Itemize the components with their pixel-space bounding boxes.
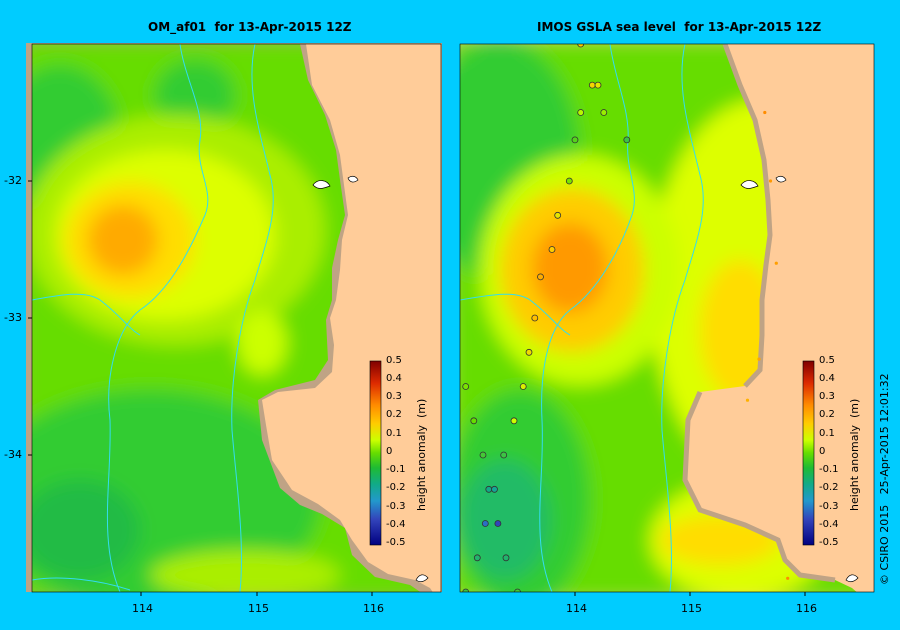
track-point (774, 261, 778, 265)
track-point (577, 109, 585, 116)
colorbar-tick-label: 0.2 (386, 409, 402, 420)
track-point (571, 136, 579, 144)
track-point (577, 44, 585, 48)
track-point (768, 179, 773, 183)
right-panel-title: IMOS GSLA sea level for 13-Apr-2015 12Z (537, 20, 822, 34)
colorbar-tick-label: 0.4 (819, 373, 835, 384)
track-point (470, 417, 478, 425)
right-x-tick-label: 116 (796, 602, 817, 615)
colorbar-tick-label: 0.5 (386, 355, 402, 366)
colorbar-tick-label: -0.4 (819, 519, 839, 530)
left-colorbar-label: height anomaly (m) (415, 398, 428, 511)
left-colorbar (369, 360, 382, 546)
track-point (491, 485, 498, 493)
track-point (494, 520, 502, 527)
left-map-panel (26, 43, 442, 593)
track-point (745, 398, 750, 402)
left-x-tick-label: 116 (363, 602, 384, 615)
colorbar-tick-label: -0.1 (819, 464, 839, 475)
track-point (519, 383, 527, 390)
colorbar-tick-label: -0.1 (386, 464, 406, 475)
left-panel-title: OM_af01 for 13-Apr-2015 12Z (148, 20, 352, 34)
right-colorbar (802, 360, 815, 546)
colorbar-tick-label: -0.2 (386, 482, 406, 493)
colorbar-tick-label: 0.1 (386, 428, 402, 439)
right-map-border (459, 43, 875, 593)
y-tick-label: -32 (4, 174, 22, 187)
credit-timestamp: © CSIRO 2015 25-Apr-2015 12:01:32 (878, 373, 891, 585)
track-point (481, 520, 489, 527)
track-point (462, 383, 470, 390)
track-point (565, 177, 573, 185)
track-point (500, 451, 508, 459)
colorbar-tick-label: 0.5 (819, 355, 835, 366)
colorbar-tick-label: -0.2 (819, 482, 839, 493)
right-shelf-coast (682, 44, 836, 583)
colorbar-tick-label: 0.3 (386, 391, 402, 402)
track-point (594, 81, 602, 89)
track-point (479, 451, 487, 459)
track-point (531, 314, 539, 322)
colorbar-tick-label: -0.3 (386, 501, 406, 512)
colorbar-tick-label: -0.5 (386, 537, 406, 548)
track-point (548, 246, 556, 253)
right-colorbar-label: height anomaly (m) (848, 398, 861, 511)
colorbar-tick-label: 0.4 (386, 373, 402, 384)
right-track-points (462, 44, 790, 592)
left-x-tick-label: 115 (248, 602, 269, 615)
colorbar-tick-label: 0 (819, 446, 826, 457)
track-point (786, 576, 790, 580)
track-point (525, 348, 533, 356)
colorbar-tick-label: 0.3 (819, 391, 835, 402)
track-point (537, 273, 544, 281)
left-rivers (32, 44, 274, 592)
y-tick-label: -34 (4, 448, 22, 461)
colorbar-tick-label: 0.2 (819, 409, 835, 420)
left-coastline-land (262, 44, 441, 592)
left-inland-lakes (312, 175, 429, 583)
colorbar-tick-label: -0.3 (819, 501, 839, 512)
right-inland-lakes (740, 175, 859, 583)
track-point (485, 485, 493, 493)
track-point (588, 81, 596, 89)
track-point (757, 357, 761, 361)
right-x-tick-label: 115 (681, 602, 702, 615)
right-x-tick-label: 114 (566, 602, 587, 615)
colorbar-tick-label: -0.4 (386, 519, 406, 530)
track-point (502, 554, 510, 562)
colorbar-tick-label: 0.1 (819, 428, 835, 439)
track-point (623, 136, 631, 144)
track-point (554, 211, 562, 219)
colorbar-tick-label: -0.5 (819, 537, 839, 548)
track-point (510, 417, 518, 425)
track-point (473, 554, 481, 562)
colorbar-tick-label: 0 (386, 446, 393, 457)
track-point (600, 109, 608, 116)
axis-ticks (28, 180, 806, 596)
track-point (514, 588, 521, 592)
right-coastline-land (685, 44, 874, 592)
left-x-tick-label: 114 (132, 602, 153, 615)
track-point (763, 110, 767, 115)
track-point (462, 588, 470, 592)
y-tick-label: -33 (4, 311, 22, 324)
